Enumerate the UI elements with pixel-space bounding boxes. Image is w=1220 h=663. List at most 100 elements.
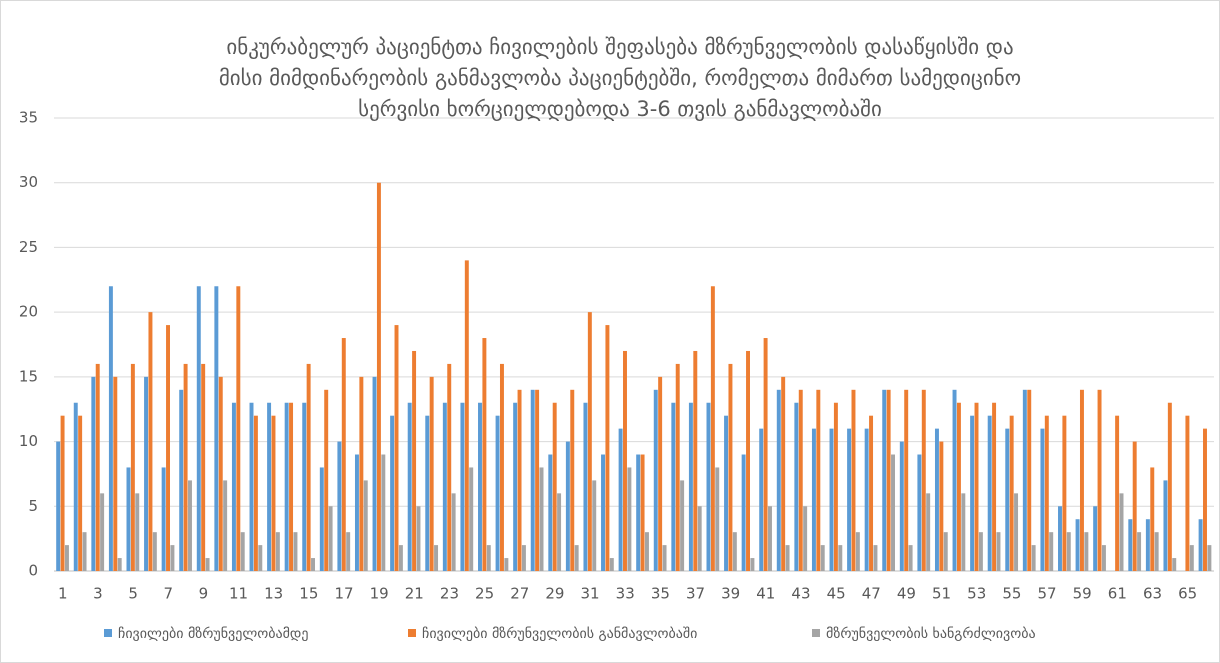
bar	[469, 467, 474, 571]
bar	[1031, 545, 1036, 571]
x-tick-label: 13	[264, 585, 283, 603]
x-tick-label: 61	[1108, 585, 1127, 603]
bar	[978, 532, 983, 571]
bar	[662, 545, 667, 571]
x-tick-label: 9	[199, 585, 209, 603]
y-tick-label: 5	[28, 497, 38, 515]
bar	[258, 545, 263, 571]
bar	[144, 376, 149, 571]
x-tick-label: 3	[93, 585, 103, 603]
x-tick-label: 49	[897, 585, 916, 603]
bar	[64, 545, 69, 571]
bar	[715, 467, 720, 571]
bar	[992, 402, 997, 571]
bar	[398, 545, 403, 571]
bar	[658, 376, 663, 571]
bar	[91, 376, 96, 571]
bar	[482, 338, 487, 571]
bar	[820, 545, 825, 571]
bar	[891, 454, 895, 571]
bar	[223, 480, 228, 571]
legend-swatch	[104, 629, 112, 637]
bar	[1203, 428, 1207, 571]
bar	[917, 454, 922, 571]
bar	[904, 389, 909, 571]
chart-title: სერვისი ხორციელდებოდა 3-6 თვის განმავლობ…	[358, 97, 882, 121]
x-tick-label: 37	[686, 585, 705, 603]
bar	[587, 312, 592, 571]
bar	[899, 441, 904, 571]
bar	[939, 441, 944, 571]
bar	[376, 182, 381, 571]
bar	[785, 545, 790, 571]
bar	[961, 493, 966, 571]
bar	[240, 532, 245, 571]
bar	[100, 493, 105, 571]
x-tick-label: 53	[967, 585, 986, 603]
bar	[811, 428, 816, 571]
bar	[126, 467, 131, 571]
chart-title: მისი მიმდინარეობის განმავლობა პაციენტებშ…	[219, 66, 1021, 90]
legend-label: ჩივილები მზრუნველობის განმავლობაში	[422, 625, 697, 642]
bar	[412, 350, 417, 571]
bar	[763, 338, 768, 571]
bar	[306, 363, 311, 571]
bar	[328, 506, 333, 571]
x-tick-label: 47	[862, 585, 881, 603]
bar	[697, 506, 702, 571]
x-tick-label: 31	[581, 585, 600, 603]
bar	[776, 389, 781, 571]
bar	[750, 558, 755, 571]
x-tick-label: 59	[1073, 585, 1092, 603]
bar	[416, 506, 421, 571]
bar	[605, 325, 610, 571]
bar	[653, 389, 658, 571]
bar	[196, 286, 201, 571]
bar	[135, 493, 140, 571]
x-tick-label: 19	[370, 585, 389, 603]
bar	[442, 402, 447, 571]
x-tick-label: 17	[334, 585, 353, 603]
bar	[1101, 545, 1106, 571]
bar	[1044, 415, 1049, 571]
x-tick-label: 35	[651, 585, 670, 603]
bar	[640, 454, 645, 571]
bar	[539, 467, 544, 571]
bar	[833, 402, 838, 571]
bar	[152, 532, 157, 571]
legend-label: ჩივილები მზრუნველობამდე	[118, 625, 308, 642]
bar	[1093, 506, 1098, 571]
bar	[517, 389, 522, 571]
bar	[926, 493, 931, 571]
bar	[201, 363, 206, 571]
bar	[609, 558, 614, 571]
bar	[565, 441, 570, 571]
bar	[354, 454, 359, 571]
bar	[794, 402, 799, 571]
bar	[759, 428, 764, 571]
bar	[768, 506, 772, 571]
x-tick-label: 33	[616, 585, 635, 603]
bar	[1084, 532, 1089, 571]
bar	[952, 389, 957, 571]
bar	[1163, 480, 1168, 571]
y-tick-label: 15	[19, 367, 38, 385]
bar	[425, 415, 430, 571]
bar	[803, 506, 808, 571]
bar	[688, 402, 693, 571]
bar	[108, 286, 113, 571]
bar	[451, 493, 456, 571]
bar	[289, 402, 294, 571]
bar	[829, 428, 834, 571]
bar	[1097, 389, 1102, 571]
bar	[249, 402, 254, 571]
x-tick-label: 39	[721, 585, 740, 603]
bar	[1079, 389, 1084, 571]
bar	[864, 428, 869, 571]
bar	[601, 454, 605, 571]
bar	[1132, 441, 1137, 571]
bar	[1167, 402, 1172, 571]
bar	[513, 402, 518, 571]
x-tick-label: 45	[827, 585, 846, 603]
bar	[499, 363, 504, 571]
